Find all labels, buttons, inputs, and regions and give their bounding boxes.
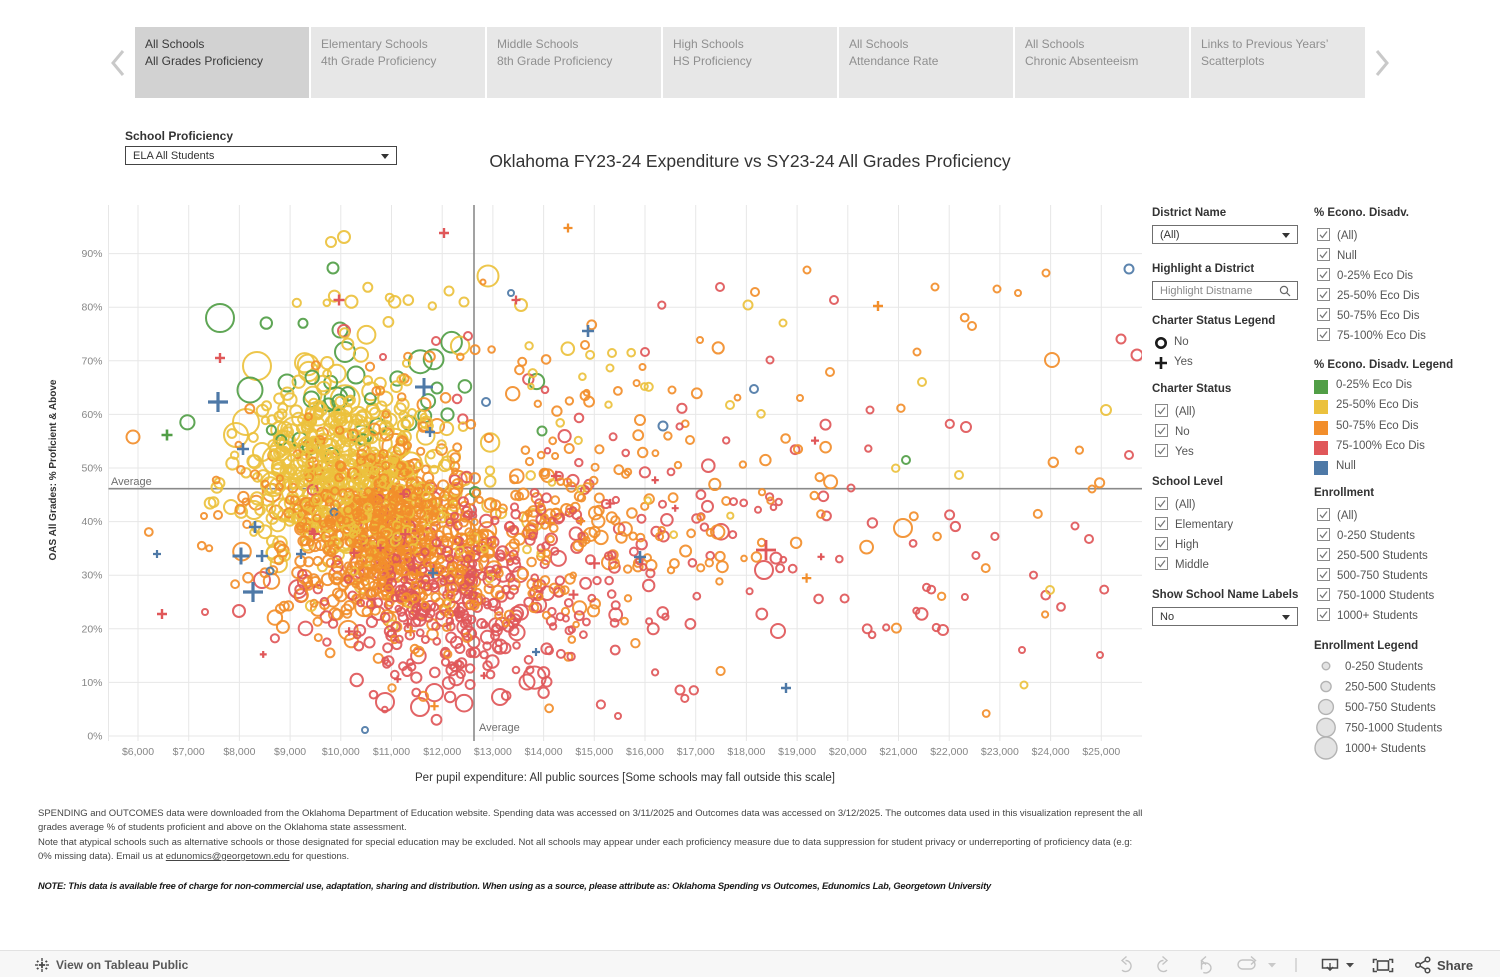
svg-text:$8,000: $8,000 (223, 746, 255, 758)
svg-text:$20,000: $20,000 (829, 746, 867, 758)
svg-text:$6,000: $6,000 (122, 746, 154, 758)
svg-text:60%: 60% (81, 409, 102, 421)
svg-text:0%: 0% (87, 731, 102, 743)
svg-text:70%: 70% (81, 355, 102, 367)
svg-text:Per pupil expenditure: All pub: Per pupil expenditure: All public source… (415, 772, 835, 784)
svg-text:$24,000: $24,000 (1032, 746, 1070, 758)
svg-text:$22,000: $22,000 (930, 746, 968, 758)
svg-text:$19,000: $19,000 (778, 746, 816, 758)
svg-text:$10,000: $10,000 (322, 746, 360, 758)
svg-text:$13,000: $13,000 (474, 746, 512, 758)
svg-text:$18,000: $18,000 (727, 746, 765, 758)
svg-text:40%: 40% (81, 516, 102, 528)
svg-text:Share: Share (1437, 958, 1473, 973)
svg-text:$14,000: $14,000 (525, 746, 563, 758)
svg-text:$21,000: $21,000 (880, 746, 918, 758)
svg-text:$11,000: $11,000 (373, 746, 410, 758)
svg-text:50%: 50% (81, 463, 102, 475)
svg-text:$15,000: $15,000 (575, 746, 613, 758)
svg-text:90%: 90% (81, 248, 102, 260)
svg-text:$17,000: $17,000 (677, 746, 715, 758)
svg-text:1000+ Students: 1000+ Students (1345, 743, 1426, 755)
svg-text:20%: 20% (81, 623, 102, 635)
svg-text:Average: Average (111, 476, 152, 488)
svg-text:Average: Average (479, 722, 520, 734)
svg-text:80%: 80% (81, 302, 102, 314)
svg-text:0-250 Students: 0-250 Students (1345, 661, 1423, 673)
svg-text:OAS All Grades: % Proficient &: OAS All Grades: % Proficient & Above (48, 379, 59, 560)
svg-text:$16,000: $16,000 (626, 746, 664, 758)
svg-text:$25,000: $25,000 (1082, 746, 1120, 758)
svg-text:750-1000 Students: 750-1000 Students (1345, 723, 1442, 735)
svg-text:$7,000: $7,000 (173, 746, 205, 758)
svg-text:30%: 30% (81, 570, 102, 582)
svg-text:$23,000: $23,000 (981, 746, 1019, 758)
svg-text:250-500 Students: 250-500 Students (1345, 682, 1436, 694)
svg-text:$9,000: $9,000 (274, 746, 306, 758)
svg-text:500-750 Students: 500-750 Students (1345, 702, 1436, 714)
svg-text:$12,000: $12,000 (423, 746, 461, 758)
svg-text:10%: 10% (81, 677, 102, 689)
